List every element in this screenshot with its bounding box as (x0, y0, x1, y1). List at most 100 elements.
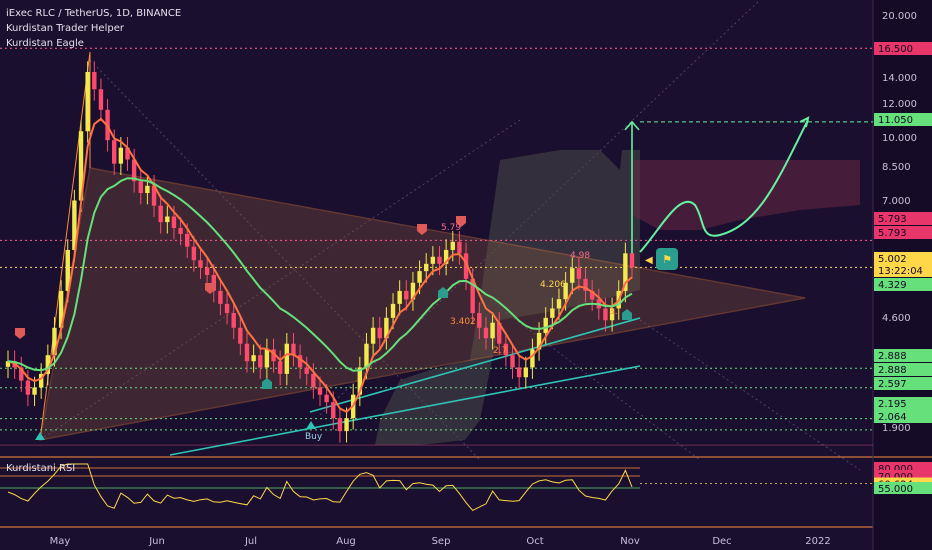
time-axis-label: Jul (244, 536, 257, 547)
indicator-trader-helper: Kurdistan Trader Helper (6, 23, 124, 34)
candle (583, 278, 588, 291)
price-tick-label: 7.000 (882, 196, 911, 207)
candle (251, 355, 256, 362)
candle (550, 308, 555, 318)
candle (264, 349, 270, 368)
candle (530, 349, 535, 368)
price-tick-label: 10.000 (882, 133, 917, 144)
candle (503, 343, 509, 356)
sell-marker (205, 283, 215, 294)
candle (483, 327, 489, 339)
price-label-text: 11.050 (878, 115, 913, 126)
buy-triangle (35, 432, 45, 440)
price-label-box (874, 212, 932, 225)
price-tick-label: 4.600 (882, 313, 911, 324)
candle (589, 290, 595, 300)
breakout-arrowhead (624, 120, 640, 131)
price-tick-label: 14.000 (882, 73, 917, 84)
sell-marker (456, 216, 466, 227)
price-label-box (874, 377, 932, 390)
candle (404, 290, 409, 300)
candle (516, 367, 522, 378)
price-label-box (874, 252, 932, 265)
candle (211, 274, 216, 291)
candle (443, 249, 449, 264)
candle (324, 394, 329, 403)
candle (224, 303, 230, 314)
trendline-upper (309, 317, 641, 413)
candle (609, 308, 615, 321)
candle (331, 402, 336, 419)
guide-line (39, 119, 521, 441)
price-label-text: 2.597 (878, 379, 907, 390)
candle (25, 380, 31, 395)
price-label-text: 2.888 (878, 351, 907, 362)
candle (271, 349, 276, 362)
price-label-box (874, 278, 932, 291)
sell-marker (417, 224, 427, 235)
price-label-box (874, 113, 932, 126)
candle (72, 200, 77, 250)
candle (244, 343, 250, 362)
projection-arrowhead (799, 116, 810, 128)
candle (510, 355, 515, 368)
candle (364, 343, 369, 368)
candle (98, 89, 104, 110)
buy-triangle (306, 421, 316, 429)
price-label-text: 2.064 (878, 412, 907, 423)
rsi-line (7, 463, 633, 512)
candle (218, 290, 223, 304)
candle (384, 317, 389, 339)
pointer-icon: ◀ (645, 255, 653, 266)
candle (317, 387, 323, 395)
chart-legend: iExec RLC / TetherUS, 1D, BINANCE Kurdis… (6, 6, 181, 51)
candle (297, 355, 303, 368)
rsi-label-text: 80.000 (878, 464, 913, 475)
annotation-label: 3.402 (450, 317, 476, 327)
candle (92, 71, 97, 90)
projection-path (639, 119, 809, 253)
candle (543, 317, 548, 333)
price-label-text: 2.888 (878, 365, 907, 376)
time-axis-label: Nov (620, 536, 640, 547)
guide-line (489, 299, 701, 461)
candle (112, 140, 117, 164)
candle (45, 355, 51, 374)
time-axis-label: 2022 (805, 536, 830, 547)
candle (178, 227, 183, 234)
candle (158, 205, 163, 223)
candle (417, 271, 422, 283)
price-label-box (874, 349, 932, 362)
rsi-label-box (874, 482, 932, 494)
candle (19, 367, 24, 381)
ema-slow-line (7, 177, 633, 372)
candle (258, 355, 263, 368)
price-tick-label: 8.500 (882, 162, 911, 173)
alert-box (656, 248, 678, 270)
candle (497, 322, 502, 344)
candle (337, 418, 343, 432)
candle (58, 290, 64, 328)
candle (304, 367, 309, 374)
price-label-box (874, 363, 932, 376)
ema-fast-line (7, 117, 633, 414)
price-label-text: 4.329 (878, 280, 907, 291)
rsi-label-text: 55.000 (878, 484, 913, 495)
price-label-box (874, 42, 932, 55)
candle (131, 159, 137, 182)
candle (231, 313, 236, 328)
candle (536, 332, 542, 350)
candle (277, 361, 283, 374)
time-axis-label: Dec (712, 536, 731, 547)
ichimoku-cloud (375, 150, 640, 445)
buy-marker (262, 378, 272, 389)
annotation-label: 4.206 (540, 280, 566, 290)
candle (138, 181, 143, 194)
candle (370, 327, 376, 344)
price-label-text: 16.500 (878, 44, 913, 55)
candle (477, 313, 482, 328)
candle (410, 282, 416, 300)
candle (311, 373, 316, 388)
price-label-box (874, 264, 932, 277)
